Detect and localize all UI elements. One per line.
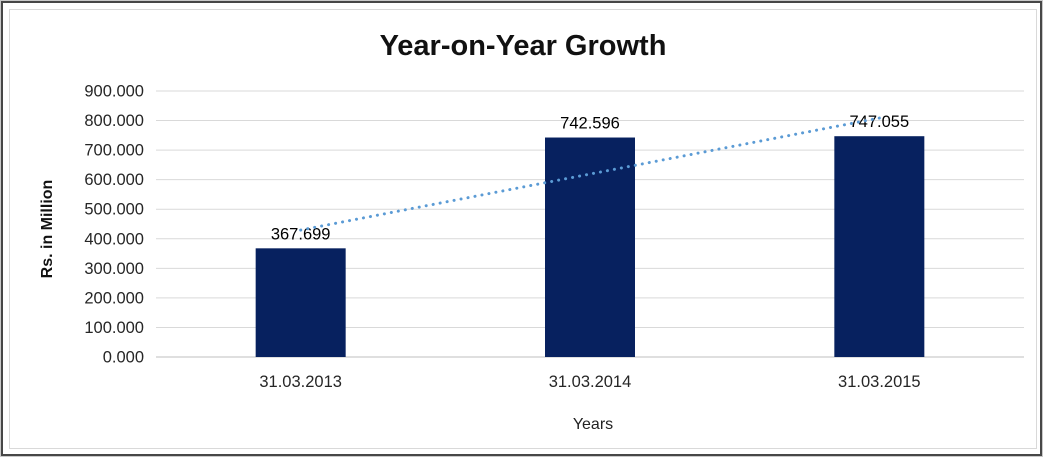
bar bbox=[834, 136, 925, 357]
y-tick-label: 200.000 bbox=[84, 289, 144, 307]
y-tick-label: 0.000 bbox=[103, 349, 144, 367]
x-tick-label: 31.03.2013 bbox=[259, 373, 342, 391]
x-tick-label: 31.03.2015 bbox=[838, 373, 921, 391]
chart-title: Year-on-Year Growth bbox=[379, 30, 667, 62]
x-tick-label: 31.03.2014 bbox=[549, 373, 632, 391]
y-tick-label: 600.000 bbox=[84, 171, 144, 189]
y-tick-label: 700.000 bbox=[84, 142, 144, 160]
y-tick-label: 900.000 bbox=[84, 83, 144, 101]
trendline bbox=[299, 116, 881, 232]
y-tick-label: 500.000 bbox=[84, 201, 144, 219]
chart-plot-border: Year-on-Year Growth Rs. in Million 0.000… bbox=[9, 9, 1037, 449]
bar-value-label: 747.055 bbox=[850, 113, 910, 131]
chart-canvas: 0.000 100.000 200.000 300.000 400.000 500.000… bbox=[84, 83, 1024, 391]
bar bbox=[545, 137, 635, 357]
x-axis-title: Years bbox=[572, 416, 614, 433]
bar bbox=[255, 248, 346, 357]
bar-value-label: 367.699 bbox=[271, 225, 331, 243]
y-tick-label: 800.000 bbox=[84, 112, 144, 130]
bar-value-label: 742.596 bbox=[560, 115, 620, 133]
y-tick-label: 400.000 bbox=[84, 230, 144, 248]
y-tick-label: 100.000 bbox=[84, 319, 144, 337]
y-tick-label: 300.000 bbox=[84, 260, 144, 278]
